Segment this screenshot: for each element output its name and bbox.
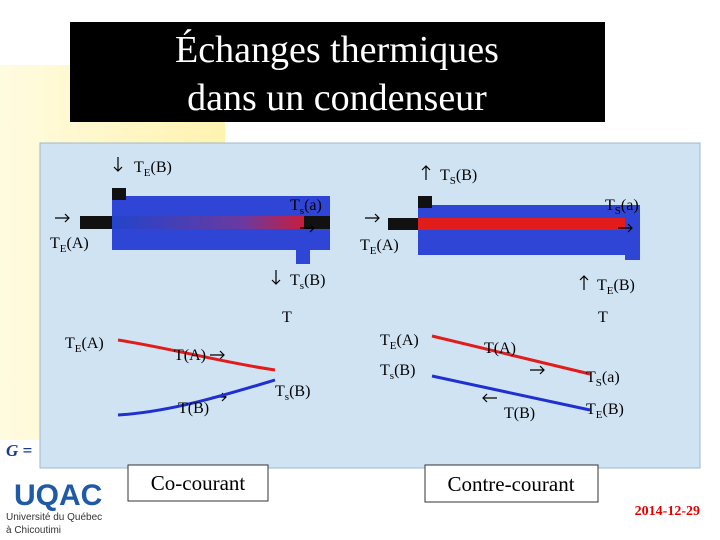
labels: TE(B) TS(B) Ts(a) TS(a) TE(A) TE(A) Ts(B…	[50, 159, 639, 422]
caption: Contre-courant	[447, 472, 574, 496]
label: TE(B)	[134, 159, 172, 179]
counter-current-exchanger	[388, 196, 640, 260]
label: TS(a)	[586, 369, 620, 389]
label: T(B)	[178, 400, 209, 417]
label: Ts(B)	[275, 383, 310, 403]
caption-box	[127, 464, 269, 502]
label: TE(A)	[65, 335, 104, 355]
label: T(A)	[174, 347, 206, 364]
title: Échanges thermiques	[175, 29, 499, 71]
label: T	[598, 309, 608, 326]
label: TS(B)	[440, 167, 477, 187]
label: T(A)	[484, 340, 516, 357]
date: 2014-12-29	[635, 504, 700, 519]
logo: UQAC	[14, 479, 102, 512]
title-box	[70, 22, 605, 122]
label: T(B)	[504, 405, 535, 422]
label: Ts(B)	[380, 362, 415, 382]
co-current-exchanger	[80, 188, 330, 264]
label: TE(A)	[360, 237, 399, 257]
formula: G =	[6, 441, 32, 460]
caption-box	[424, 464, 599, 503]
label: TE(B)	[597, 277, 635, 297]
label: TE(A)	[380, 332, 419, 352]
institution: Université du Québec	[6, 512, 102, 523]
profiles	[117, 334, 591, 417]
label: Ts(a)	[290, 197, 322, 217]
label: TE(B)	[586, 401, 624, 421]
title: dans un condenseur	[187, 77, 487, 119]
institution: à Chicoutimi	[6, 525, 61, 536]
label: TE(A)	[50, 235, 89, 255]
caption: Co-courant	[151, 471, 246, 495]
label: T	[282, 309, 292, 326]
label: Ts(B)	[290, 272, 325, 292]
label: TS(a)	[605, 197, 639, 217]
